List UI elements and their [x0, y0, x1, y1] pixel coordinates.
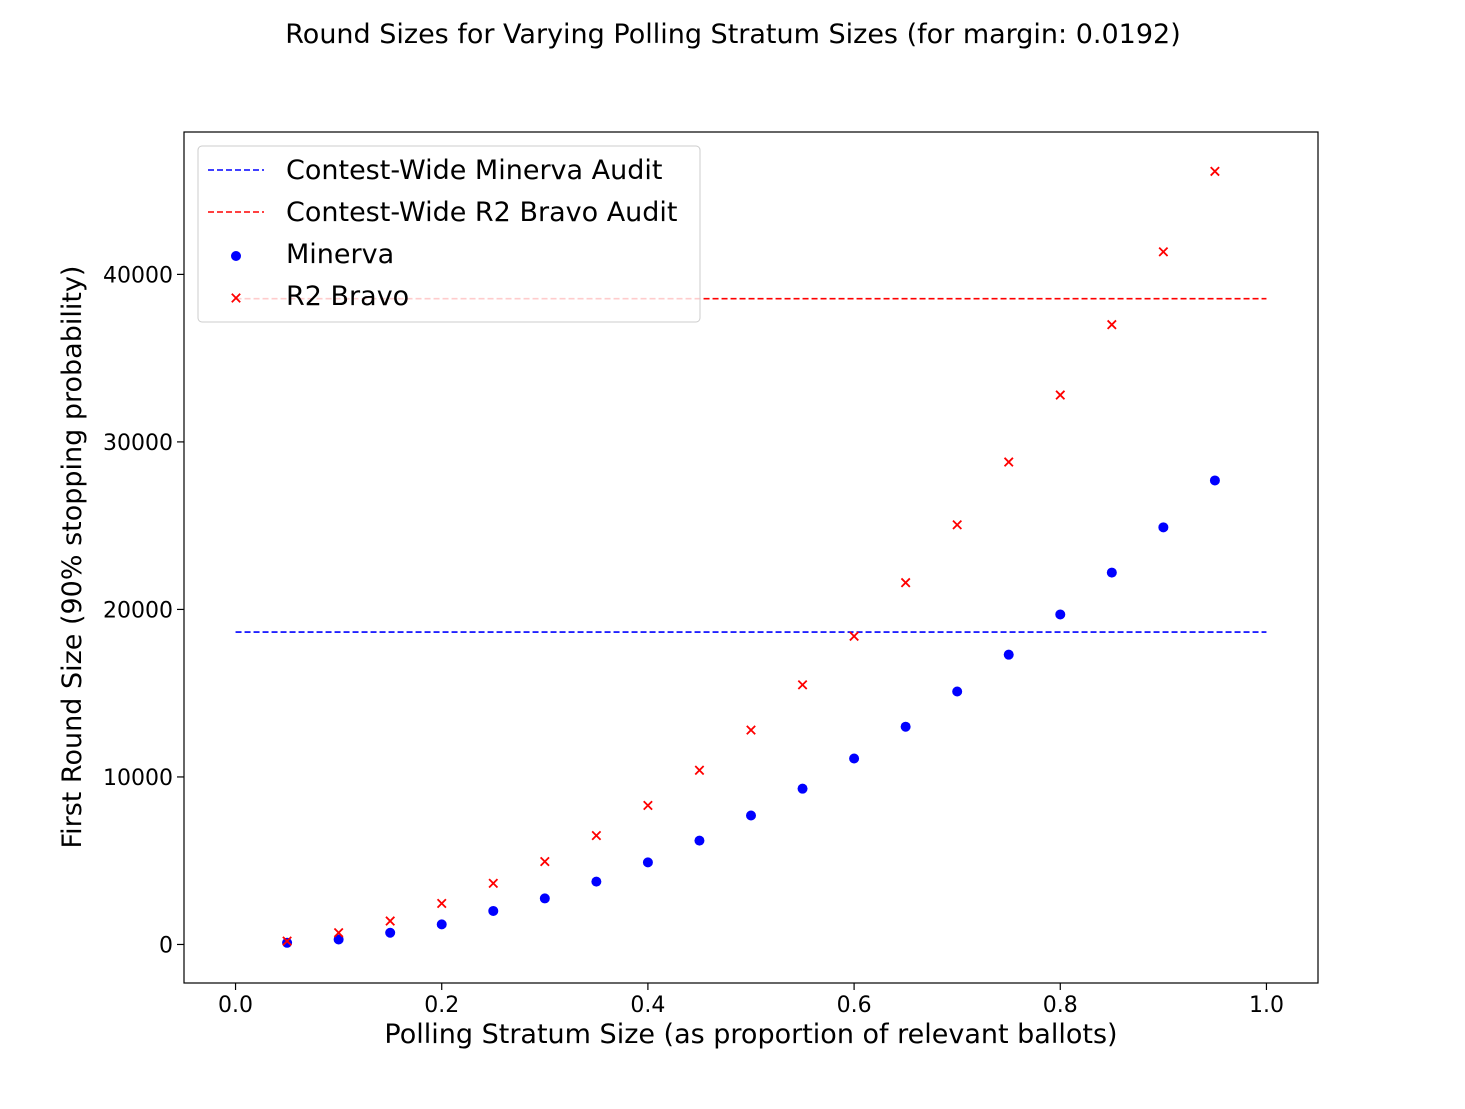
x-tick-label: 0.8	[1043, 993, 1078, 1018]
y-tick-label: 40000	[103, 263, 173, 288]
r2-bravo-point	[591, 830, 602, 841]
legend-label: Minerva	[286, 239, 394, 270]
r2-bravo-point	[797, 679, 808, 690]
minerva-point	[746, 810, 756, 821]
minerva-point	[900, 721, 911, 732]
minerva-point	[797, 783, 808, 794]
r2-bravo-point	[952, 519, 963, 530]
r2-bravo-point	[333, 927, 344, 938]
y-tick-label: 10000	[103, 766, 173, 791]
r2-bravo-point	[385, 916, 396, 926]
minerva-point	[642, 857, 653, 868]
minerva-point	[1055, 609, 1066, 620]
y-tick-label: 30000	[103, 431, 173, 456]
y-tick-label: 20000	[103, 598, 173, 623]
r2-bravo-point	[746, 725, 756, 735]
r2-bravo-point	[1055, 390, 1066, 400]
x-tick-label: 1.0	[1249, 993, 1284, 1018]
minerva-point	[849, 753, 860, 764]
minerva-point	[694, 835, 705, 846]
minerva-point	[333, 934, 344, 945]
y-tick-label: 0	[159, 933, 173, 958]
minerva-point	[1003, 649, 1014, 660]
legend-entries: Contest-Wide Minerva Audit Contest-Wide R…	[208, 155, 678, 312]
minerva-point	[436, 919, 447, 930]
y-axis-label: First Round Size (90% stopping probabili…	[57, 266, 88, 849]
r2-bravo-point	[1210, 166, 1220, 177]
legend-label: R2 Bravo	[286, 281, 409, 312]
minerva-point	[1209, 475, 1220, 486]
r2-bravo-point	[1106, 319, 1117, 330]
minerva-point	[1106, 567, 1117, 578]
r2-bravo-point	[1003, 457, 1014, 467]
minerva-point	[952, 686, 963, 697]
y-axis-ticks: 0 10000 20000 30000 40000	[103, 263, 184, 958]
x-axis-label: Polling Stratum Size (as proportion of r…	[384, 1019, 1117, 1050]
r2-bravo-point	[282, 936, 292, 946]
data-points	[282, 166, 1220, 948]
legend-label: Contest-Wide R2 Bravo Audit	[286, 197, 678, 228]
x-tick-label: 0.6	[837, 993, 872, 1018]
r2-bravo-point	[539, 856, 550, 867]
r2-bravo-point	[436, 898, 447, 909]
x-tick-label: 0.2	[424, 993, 459, 1018]
r2-bravo-point	[488, 878, 499, 889]
legend-circle-symbol	[231, 251, 241, 261]
r2-bravo-point	[900, 577, 911, 588]
minerva-point	[282, 937, 293, 948]
legend-box	[197, 145, 701, 323]
legend-label: Contest-Wide Minerva Audit	[286, 155, 662, 186]
legend-x-symbol	[231, 293, 241, 303]
r2-bravo-point	[694, 765, 705, 776]
r2-bravo-point	[849, 631, 859, 642]
x-axis-ticks: 0.0 0.2 0.4 0.6 0.8 1.0	[218, 983, 1284, 1018]
r2-bravo-point	[1158, 246, 1169, 257]
r2-bravo-point	[643, 800, 653, 811]
chart-title: Round Sizes for Varying Polling Stratum …	[285, 19, 1180, 50]
x-tick-label: 0.4	[630, 993, 665, 1018]
x-tick-label: 0.0	[218, 993, 253, 1018]
minerva-point	[385, 927, 396, 938]
plot-frame	[183, 131, 1319, 984]
minerva-point	[539, 893, 550, 904]
legend: Contest-Wide Minerva Audit Contest-Wide R…	[197, 145, 701, 323]
minerva-point	[1158, 522, 1169, 533]
minerva-point	[488, 905, 499, 916]
minerva-point	[591, 876, 602, 887]
